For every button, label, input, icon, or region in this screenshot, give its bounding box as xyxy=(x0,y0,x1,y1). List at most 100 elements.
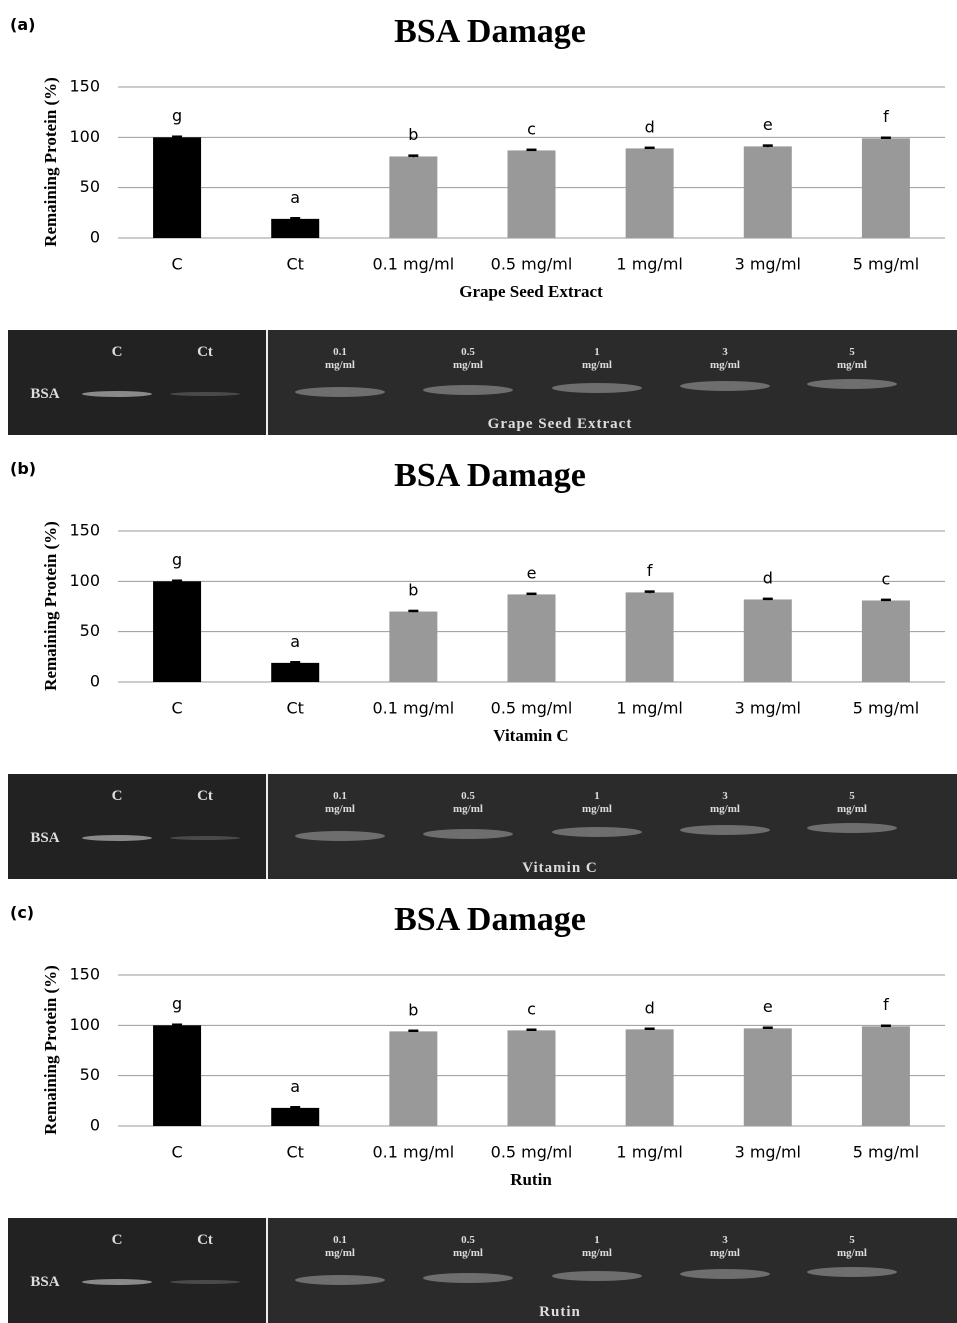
y-axis-title: Remaining Protein (%) xyxy=(41,77,60,247)
gel-band xyxy=(82,835,152,841)
gel-conc-unit: mg/ml xyxy=(582,1247,612,1259)
x-tick-label: 1 mg/ml xyxy=(616,255,682,274)
panel-label: (a) xyxy=(10,15,35,34)
gel-conc-unit: mg/ml xyxy=(453,803,483,815)
significance-letter: b xyxy=(408,1000,418,1019)
significance-letter: c xyxy=(527,119,536,138)
gel-conc-unit: mg/ml xyxy=(837,1247,867,1259)
significance-letter: a xyxy=(290,632,300,651)
gel-caption: Vitamin C xyxy=(522,860,598,876)
significance-letter: e xyxy=(763,115,773,134)
bar xyxy=(153,1025,201,1126)
x-tick-label: 0.5 mg/ml xyxy=(491,699,573,718)
gel-caption: Rutin xyxy=(539,1304,581,1320)
y-tick-label: 50 xyxy=(80,621,100,640)
gel-band xyxy=(680,1269,770,1279)
x-tick-label: C xyxy=(171,1143,182,1162)
gel-conc-unit: mg/ml xyxy=(325,1247,355,1259)
gel-lane-label: C xyxy=(112,1232,123,1248)
gel-band xyxy=(170,392,240,396)
bar xyxy=(153,137,201,238)
panel-label: (b) xyxy=(10,459,36,478)
y-tick-label: 50 xyxy=(80,1065,100,1084)
significance-letter: c xyxy=(882,569,891,588)
x-tick-label: 3 mg/ml xyxy=(735,699,801,718)
significance-letter: d xyxy=(645,117,655,136)
significance-letter: d xyxy=(645,998,655,1017)
gel-band xyxy=(680,825,770,835)
gel-left-panel xyxy=(8,1218,266,1323)
y-axis-title: Remaining Protein (%) xyxy=(41,521,60,691)
gel-conc-unit: mg/ml xyxy=(453,1247,483,1259)
gel-left-panel xyxy=(8,774,266,879)
gel-conc-unit: mg/ml xyxy=(582,803,612,815)
bar xyxy=(626,148,674,238)
gel-lane-label: C xyxy=(112,788,123,804)
significance-letter: g xyxy=(172,550,182,569)
gel-conc: 0.5 xyxy=(461,1234,475,1246)
y-tick-label: 150 xyxy=(69,965,100,984)
significance-letter: a xyxy=(290,188,300,207)
gel-conc-unit: mg/ml xyxy=(325,359,355,371)
gel-band-label: BSA xyxy=(30,830,59,846)
x-axis-title: Grape Seed Extract xyxy=(459,282,603,301)
gel-band xyxy=(807,379,897,389)
x-axis-title: Vitamin C xyxy=(493,726,568,745)
significance-letter: b xyxy=(408,125,418,144)
bar xyxy=(744,599,792,682)
bar xyxy=(862,1026,910,1126)
bar xyxy=(508,150,556,238)
x-tick-label: 3 mg/ml xyxy=(735,255,801,274)
gel-conc: 0.1 xyxy=(333,346,347,358)
chart-title: BSA Damage xyxy=(394,13,586,50)
gel-lane-label: Ct xyxy=(197,788,213,804)
x-tick-label: 0.1 mg/ml xyxy=(373,699,455,718)
y-tick-label: 100 xyxy=(69,571,100,590)
bar xyxy=(271,663,319,682)
significance-letter: e xyxy=(527,563,537,582)
chart-panel: (a) BSA Damage Remaining Protein (%) Grape … xyxy=(10,13,945,301)
y-tick-label: 0 xyxy=(90,1116,100,1135)
gel-conc: 0.5 xyxy=(461,790,475,802)
x-tick-label: Ct xyxy=(286,1143,303,1162)
gel-conc-unit: mg/ml xyxy=(837,803,867,815)
gel-band xyxy=(295,1275,385,1285)
bar xyxy=(389,1031,437,1126)
gel-band xyxy=(295,387,385,397)
gel-band xyxy=(552,827,642,837)
bar xyxy=(389,612,437,682)
y-tick-label: 0 xyxy=(90,228,100,247)
gel-band xyxy=(82,391,152,397)
gel-conc: 1 xyxy=(594,1234,600,1246)
gel-band xyxy=(423,1273,513,1283)
gel-band-label: BSA xyxy=(30,1274,59,1290)
chart-panel: (b) BSA Damage Remaining Protein (%) Vitami… xyxy=(10,457,945,745)
gel-band xyxy=(423,829,513,839)
chart-title: BSA Damage xyxy=(394,457,586,494)
gel-band xyxy=(170,836,240,840)
y-tick-label: 100 xyxy=(69,1015,100,1034)
significance-letter: g xyxy=(172,994,182,1013)
gel-conc-unit: mg/ml xyxy=(582,359,612,371)
bar xyxy=(389,156,437,238)
gel-conc: 1 xyxy=(594,790,600,802)
y-axis-title: Remaining Protein (%) xyxy=(41,965,60,1135)
x-tick-label: C xyxy=(171,255,182,274)
x-tick-label: Ct xyxy=(286,255,303,274)
significance-letter: f xyxy=(647,561,653,580)
bar xyxy=(626,1029,674,1126)
gel-conc-unit: mg/ml xyxy=(453,359,483,371)
gel-band xyxy=(807,823,897,833)
gel-band xyxy=(552,1271,642,1281)
x-tick-label: 5 mg/ml xyxy=(853,699,919,718)
gel-band xyxy=(82,1279,152,1285)
panel-label: (c) xyxy=(10,903,34,922)
x-tick-label: 1 mg/ml xyxy=(616,699,682,718)
y-tick-label: 150 xyxy=(69,521,100,540)
bar xyxy=(626,592,674,682)
x-tick-label: Ct xyxy=(286,699,303,718)
bar xyxy=(271,1108,319,1126)
figure: (a) BSA Damage Remaining Protein (%) Grape … xyxy=(0,0,957,1323)
